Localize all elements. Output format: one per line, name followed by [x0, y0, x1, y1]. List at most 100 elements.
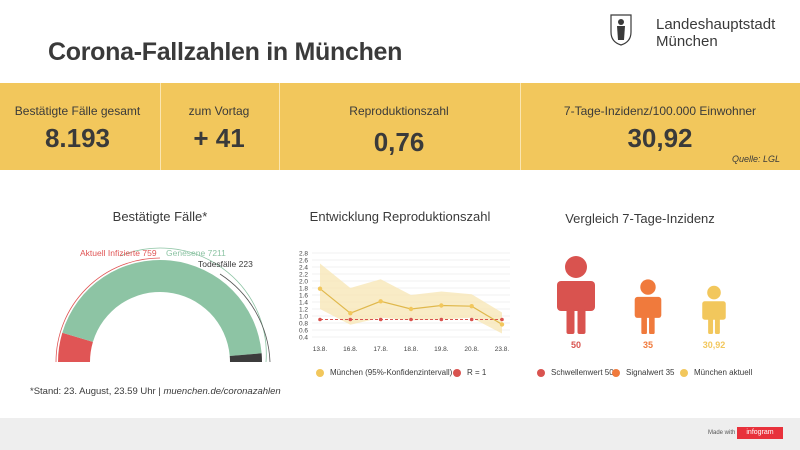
kpi-divider — [279, 83, 280, 170]
gauge-leader-infected — [55, 257, 161, 363]
r-series-point — [469, 304, 474, 309]
person-leg-left — [708, 318, 714, 334]
kpi-value: 30,92 — [627, 123, 693, 153]
r-ytick-label: 2.2 — [299, 272, 308, 279]
r-xtick-label: 13.8. — [313, 346, 328, 353]
coat-of-arms-icon — [610, 14, 632, 46]
person-head — [640, 279, 656, 295]
incidence-legend-schwellenwert: Schwellenwert 50 — [537, 368, 614, 377]
kpi-value: 0,76 — [373, 127, 425, 157]
gauge-label-infected: Aktuell Infizierte 759 — [80, 248, 157, 258]
legend-dot — [453, 368, 461, 377]
kpi-divider — [520, 83, 521, 170]
kpi-incidence: 7-Tage-Inzidenz/100.000 Einwohner 30,92 — [520, 83, 800, 170]
incidence-comparison: 50 35 30,92 — [530, 240, 770, 355]
footnote: *Stand: 23. August, 23.59 Uhr | muenchen… — [30, 386, 281, 397]
kpi-value: 8.193 — [44, 123, 111, 153]
city-name-line2: München — [656, 33, 718, 50]
person-leg-right — [577, 309, 586, 334]
legend-dot — [537, 368, 545, 377]
r-series-point — [348, 311, 353, 316]
reproduction-chart: 2.8 2.6 2.4 2.2 2.0 1.8 1.6 1.4 1.2 1.0 0.8 0.6 0.4 1… — [280, 245, 520, 360]
gauge-label-deaths: Todesfälle 223 — [198, 259, 253, 269]
r-ytick-label: 2.4 — [299, 265, 308, 272]
legend-dot — [680, 368, 688, 377]
person-muenchen — [702, 285, 726, 334]
people-chart — [557, 256, 726, 334]
legend-label: Signalwert 35 — [626, 368, 675, 377]
gauge-leader-deaths — [219, 273, 271, 363]
made-with-text: Made with — [708, 430, 736, 436]
footnote-text: *Stand: 23. August, 23.59 Uhr | — [30, 386, 164, 397]
r-xtick-label: 19.8. — [434, 346, 449, 353]
r-reference-point — [439, 317, 444, 322]
person-body — [557, 281, 595, 311]
r-confidence-band — [320, 263, 502, 334]
r-reference-point — [348, 317, 353, 322]
city-name-line1: Landeshauptstadt — [656, 16, 776, 33]
r-ytick-label: 1.0 — [299, 314, 308, 321]
r-xtick-label: 23.8. — [495, 346, 510, 353]
city-logo[interactable]: Landeshauptstadt München — [610, 14, 790, 54]
gauge-label-recovered: Genesene 7211 — [166, 248, 226, 258]
kpi-label: 7-Tage-Inzidenz/100.000 Einwohner — [563, 104, 757, 118]
r-series-point — [499, 322, 505, 327]
r-reference-point — [318, 317, 322, 322]
r-legend-r1: R = 1 — [453, 368, 486, 377]
r-reference-point — [378, 317, 383, 322]
r-reference-point — [409, 317, 413, 322]
person-body — [634, 296, 662, 318]
r-ytick-label: 2.0 — [299, 279, 308, 286]
legend-label: Schwellenwert 50 — [551, 368, 614, 377]
r-ytick-label: 1.8 — [299, 286, 308, 293]
value-label-muenchen: 30,92 — [702, 340, 726, 350]
person-schwellenwert — [557, 256, 595, 334]
legend-label: R = 1 — [467, 368, 487, 377]
person-leg-left — [641, 316, 647, 334]
person-body — [702, 301, 726, 320]
kpi-label: Bestätigte Fälle gesamt — [14, 104, 141, 118]
person-leg-right — [714, 318, 720, 334]
r-ytick-label: 0.6 — [299, 328, 308, 335]
r-chart-svg: 2.82.62.42.22.01.81.61.41.21.00.80.60.4 1… — [299, 251, 510, 353]
gauge-chart — [55, 247, 271, 363]
r-ytick-label: 1.2 — [299, 307, 308, 314]
kpi-label: Reproduktionszahl — [349, 104, 449, 118]
r-reference-point — [469, 317, 474, 322]
legend-dot — [316, 368, 324, 377]
r-ytick-label: 1.6 — [299, 293, 308, 300]
r-series-point — [439, 303, 444, 308]
gauge-title: Bestätigte Fälle* — [112, 209, 208, 224]
person-signalwert — [634, 279, 662, 334]
r-ytick-label: 1.4 — [299, 300, 308, 307]
source-note: Quelle: LGL — [731, 154, 780, 164]
person-leg-right — [649, 316, 655, 334]
incidence-title: Vergleich 7-Tage-Inzidenz — [565, 211, 715, 226]
infogram-badge[interactable]: infogram — [737, 427, 783, 439]
gauge-segment-deaths — [229, 353, 262, 362]
legend-dot — [612, 368, 620, 377]
r-series-point — [378, 299, 383, 304]
person-head — [565, 256, 587, 278]
kpi-value: + 41 — [193, 123, 245, 153]
incidence-legend-signalwert: Signalwert 35 — [612, 368, 674, 377]
r-xtick-label: 16.8. — [343, 346, 358, 353]
kpi-divider — [160, 83, 161, 170]
value-label-schwellenwert: 50 — [570, 340, 581, 350]
value-label-signalwert: 35 — [642, 340, 653, 350]
r-ytick-label: 2.6 — [299, 258, 308, 265]
gauge-leader-recovered — [119, 247, 267, 363]
r-xtick-label: 17.8. — [373, 346, 388, 353]
r-legend-muenchen: München (95%-Konfidenzintervall) — [316, 368, 452, 377]
incidence-legend-muenchen: München aktuell — [680, 368, 752, 377]
footnote-link[interactable]: muenchen.de/coronazahlen — [163, 386, 281, 397]
kpi-label: zum Vortag — [188, 104, 250, 118]
page-title: Corona-Fallzahlen in München — [48, 38, 403, 66]
confirmed-cases-gauge: Aktuell Infizierte 759 Genesene 7211 Tod… — [40, 240, 280, 370]
r-ytick-label: 2.8 — [299, 251, 308, 258]
kpi-reproduction: Reproduktionszahl 0,76 — [279, 83, 519, 170]
gauge-segment-recovered — [62, 259, 262, 357]
person-leg-left — [566, 309, 575, 334]
r-reference-point — [500, 317, 504, 322]
legend-label: München aktuell — [694, 368, 753, 377]
